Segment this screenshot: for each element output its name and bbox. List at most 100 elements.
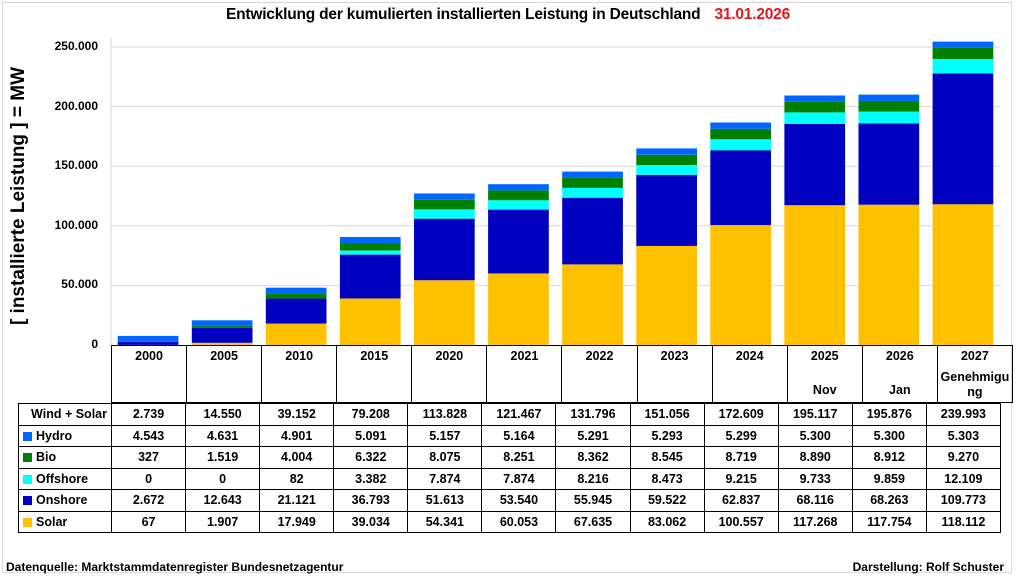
chart-title-date: 31.01.2026 xyxy=(714,6,791,23)
table-cell: 5.164 xyxy=(481,424,557,447)
x-tick-label: 2027 xyxy=(960,349,989,363)
table-row-solar: Solar 67 1.907 17.949 39.034 54.341 60.053 67.6… xyxy=(18,510,1001,533)
table-cell: 151.056 xyxy=(629,403,705,426)
legend-entry: Offshore xyxy=(18,467,112,490)
table-cell: 9.733 xyxy=(777,467,853,490)
table-cell: 4.543 xyxy=(110,424,187,447)
data-source: Datenquelle: Marktstammdatenregister Bun… xyxy=(6,560,344,574)
table-cell: 8.719 xyxy=(703,446,779,469)
bar-segment-onshore-2005 xyxy=(191,327,253,343)
table-cell: 39.034 xyxy=(333,510,409,533)
chart-title-text: Entwicklung der kumulierten installierte… xyxy=(225,6,701,23)
bar-segment-hydro-2000 xyxy=(117,335,179,342)
bar-segment-onshore-2010 xyxy=(265,298,327,324)
table-cell: 5.091 xyxy=(333,424,409,447)
bar-segment-solar-2022 xyxy=(562,264,623,346)
table-cell: 8.251 xyxy=(481,446,557,469)
table-cell: 4.004 xyxy=(259,446,335,469)
bar-segment-offshore-2027 xyxy=(932,58,994,74)
table-cell: 327 xyxy=(110,446,187,469)
table-cell: 12.109 xyxy=(925,467,1001,490)
y-tick-label: 100.000 xyxy=(54,217,98,232)
legend-entry: Bio xyxy=(18,446,112,469)
legend-entry: Hydro xyxy=(18,424,112,447)
table-row-offshore: Offshore 0 0 82 3.382 7.874 7.874 8.216 8.473 9.2… xyxy=(18,467,1001,490)
y-tick-label: 50.000 xyxy=(61,277,98,292)
table-cell: 39.152 xyxy=(259,403,335,426)
bar-segment-bio-2020 xyxy=(414,199,475,210)
bar-segment-hydro-2021 xyxy=(488,184,549,191)
data-table: Wind + Solar 2.739 14.550 39.152 79.208 113.8… xyxy=(18,403,1001,533)
table-cell: 82 xyxy=(259,467,335,490)
legend-swatch xyxy=(23,474,32,484)
category-cell: 2024 xyxy=(711,345,788,403)
legend-label: Offshore xyxy=(36,471,89,486)
table-cell: 54.341 xyxy=(407,510,483,533)
table-cell: 55.945 xyxy=(555,489,631,512)
legend-swatch xyxy=(23,453,32,463)
bar-segment-offshore-2024 xyxy=(710,139,771,151)
table-cell: 113.828 xyxy=(407,403,483,426)
legend-label: Hydro xyxy=(36,428,73,443)
table-cell: 68.116 xyxy=(777,489,853,512)
table-cell: 67 xyxy=(110,510,187,533)
category-cell: 2023 xyxy=(636,345,713,403)
x-tick-label: 2005 xyxy=(210,349,239,363)
x-tick-label: 2026 xyxy=(885,349,914,363)
table-cell: 195.876 xyxy=(851,403,927,426)
y-tick-label: 200.000 xyxy=(54,98,98,113)
table-cell: 0 xyxy=(185,467,261,490)
bar-segment-solar-2024 xyxy=(710,225,771,345)
table-cell: 79.208 xyxy=(333,403,409,426)
bar-segment-onshore-2023 xyxy=(636,175,697,246)
category-cell: 2027 Genehmigung xyxy=(936,345,1013,403)
bar-segment-offshore-2026 xyxy=(858,111,920,124)
bar-segment-onshore-2020 xyxy=(414,218,475,281)
category-cell: 2020 xyxy=(411,345,488,403)
bar-segment-offshore-2023 xyxy=(636,164,697,175)
table-cell: 51.613 xyxy=(407,489,483,512)
bar-segment-solar-2021 xyxy=(488,273,549,345)
table-cell: 8.545 xyxy=(629,446,705,469)
category-row: 2000 2005 2010 2015 2020 2021 2022 2023 2024 2025… xyxy=(110,345,1013,403)
table-cell: 21.121 xyxy=(259,489,335,512)
bar-segment-hydro-2005 xyxy=(191,320,253,326)
table-cell: 2.739 xyxy=(110,403,187,426)
bar-segment-solar-2020 xyxy=(414,280,475,345)
bar-segment-hydro-2027 xyxy=(932,41,994,48)
bar-segment-onshore-2025 xyxy=(784,124,846,206)
table-cell: 4.901 xyxy=(259,424,335,447)
table-cell: 9.859 xyxy=(851,467,927,490)
bar-segment-bio-2015 xyxy=(339,243,401,251)
table-cell: 5.299 xyxy=(703,424,779,447)
bar-segment-solar-2023 xyxy=(636,246,697,346)
table-cell: 67.635 xyxy=(555,510,631,533)
table-cell: 8.890 xyxy=(777,446,853,469)
legend-label: Bio xyxy=(36,450,57,465)
bar-segment-hydro-2024 xyxy=(710,122,771,129)
bar-segment-bio-2024 xyxy=(710,128,771,140)
x-tick-sublabel: Nov xyxy=(812,383,837,397)
table-cell: 62.837 xyxy=(703,489,779,512)
category-cell: 2010 xyxy=(261,345,338,403)
bar-segment-bio-2005 xyxy=(191,325,253,328)
table-cell: 60.053 xyxy=(481,510,557,533)
legend-swatch xyxy=(23,496,32,506)
table-cell: 5.293 xyxy=(629,424,705,447)
table-cell: 239.993 xyxy=(925,403,1001,426)
y-tick-label: 150.000 xyxy=(54,158,98,173)
bar-segment-onshore-2024 xyxy=(710,150,771,226)
bar-segment-hydro-2020 xyxy=(414,193,475,200)
bar-segment-hydro-2026 xyxy=(858,94,920,101)
category-cell: 2005 xyxy=(186,345,263,403)
bar-stack-2020 xyxy=(414,193,475,345)
gridlines xyxy=(110,37,1000,345)
chart-title: Entwicklung der kumulierten installierte… xyxy=(0,6,1016,24)
legend-entry: Wind + Solar xyxy=(18,403,112,426)
bar-segment-hydro-2025 xyxy=(784,95,846,102)
table-cell: 5.291 xyxy=(555,424,631,447)
bar-segment-bio-2027 xyxy=(932,47,994,59)
table-cell: 5.300 xyxy=(777,424,853,447)
